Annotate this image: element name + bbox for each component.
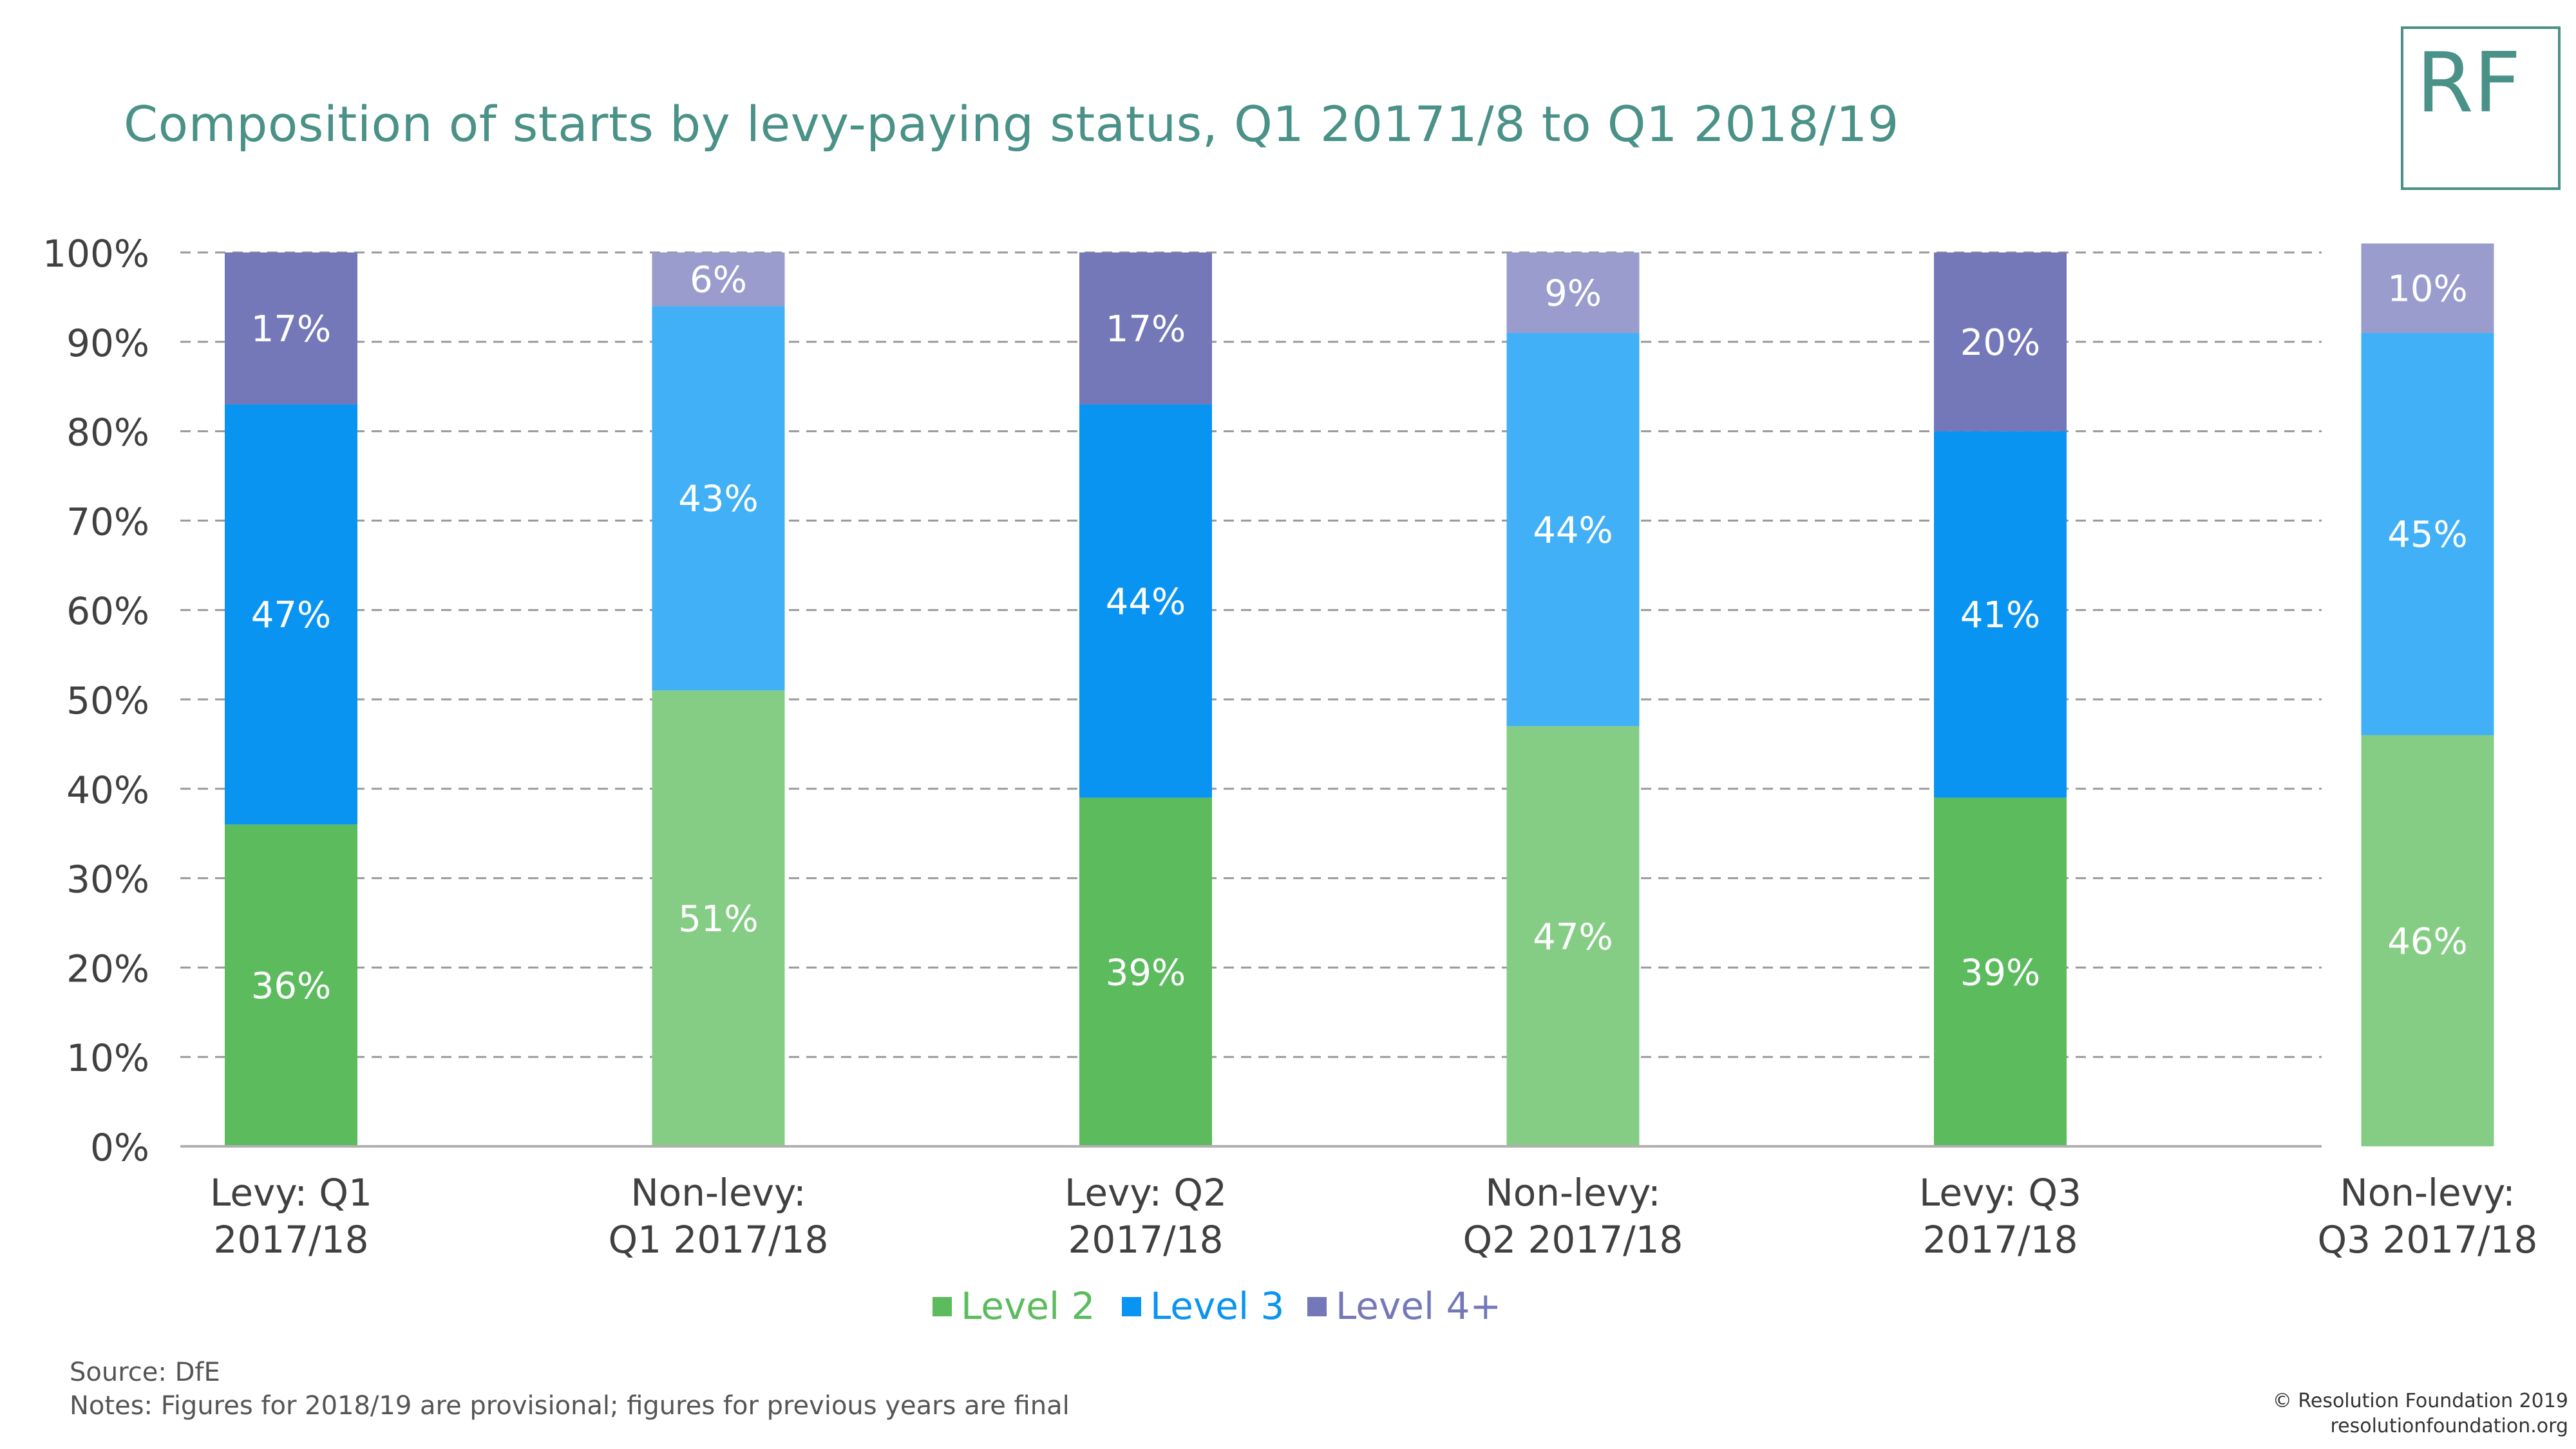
legend-label: Level 4+ xyxy=(1336,1284,1501,1328)
y-tick-label: 80% xyxy=(66,411,149,455)
y-tick-label: 60% xyxy=(66,589,149,633)
bar-segment xyxy=(1506,726,1640,1146)
bar-segment xyxy=(1079,797,1212,1146)
x-tick-label: 2017/18 xyxy=(1068,1218,1224,1262)
x-tick-label: Levy: Q2 xyxy=(1065,1171,1227,1215)
data-label: 51% xyxy=(678,898,758,940)
bar-segment xyxy=(652,306,785,691)
bar-segment xyxy=(2361,243,2494,333)
data-label: 44% xyxy=(1106,581,1186,623)
y-tick-label: 10% xyxy=(66,1036,149,1080)
x-tick-label: Non-levy: xyxy=(1485,1171,1660,1215)
rf-logo: RF xyxy=(2401,26,2561,190)
x-tick-label: Q1 2017/18 xyxy=(609,1218,829,1262)
chart-title: Composition of starts by levy-paying sta… xyxy=(124,95,1899,153)
x-tick-label: Q3 2017/18 xyxy=(2318,1218,2538,1262)
x-tick-label: Levy: Q1 xyxy=(210,1171,372,1215)
y-tick-label: 90% xyxy=(66,321,149,365)
bar-segment xyxy=(1934,797,2067,1146)
y-tick-label: 0% xyxy=(90,1126,149,1170)
data-label: 17% xyxy=(1106,308,1186,350)
bar-segment xyxy=(225,404,357,825)
data-label: 41% xyxy=(1960,594,2040,636)
bar-segment xyxy=(652,252,785,307)
data-label: 39% xyxy=(1960,952,2040,994)
bar-segment xyxy=(1506,252,1640,333)
bar-segment xyxy=(1079,404,1212,798)
data-label: 45% xyxy=(2387,514,2467,556)
data-label: 9% xyxy=(1544,272,1602,314)
data-label: 6% xyxy=(690,260,747,301)
x-tick-label: 2017/18 xyxy=(1923,1218,2078,1262)
data-label: 47% xyxy=(251,594,331,636)
y-tick-label: 20% xyxy=(66,947,149,990)
data-label: 10% xyxy=(2387,269,2467,310)
x-tick-label: 2017/18 xyxy=(214,1218,369,1262)
y-tick-label: 40% xyxy=(66,768,149,812)
x-tick-label: Non-levy: xyxy=(2340,1171,2515,1215)
data-label: 36% xyxy=(251,965,331,1007)
legend-swatch xyxy=(1307,1297,1327,1316)
y-tick-label: 50% xyxy=(66,679,149,723)
bar-segment xyxy=(2361,332,2494,735)
legend-swatch xyxy=(933,1297,952,1316)
data-label: 47% xyxy=(1533,916,1613,958)
legend-label: Level 2 xyxy=(961,1284,1095,1328)
notes-text: Notes: Figures for 2018/19 are provision… xyxy=(70,1391,1070,1421)
x-tick-label: Q2 2017/18 xyxy=(1463,1218,1683,1262)
data-label: 44% xyxy=(1533,509,1613,551)
data-label: 20% xyxy=(1960,322,2040,364)
copyright-text: © Resolution Foundation 2019 xyxy=(2272,1390,2568,1412)
bar-segment xyxy=(1934,252,2067,431)
x-tick-label: Levy: Q3 xyxy=(1919,1171,2081,1215)
legend-label: Level 3 xyxy=(1150,1284,1284,1328)
bar-segment xyxy=(1506,332,1640,726)
y-tick-label: 30% xyxy=(66,858,149,902)
x-tick-label: Non-levy: xyxy=(630,1171,806,1215)
source-note: Source: DfE xyxy=(70,1358,220,1387)
website-text: resolutionfoundation.org xyxy=(2330,1415,2568,1437)
bar-segment xyxy=(1079,252,1212,404)
rf-logo-text: RF xyxy=(2416,35,2521,131)
bar-segment xyxy=(652,690,785,1146)
data-label: 46% xyxy=(2387,921,2467,963)
data-label: 17% xyxy=(251,308,331,350)
bar-segment xyxy=(2361,735,2494,1146)
bar-segment xyxy=(225,252,357,404)
data-label: 39% xyxy=(1106,952,1186,994)
y-tick-label: 100% xyxy=(43,232,149,276)
y-tick-label: 70% xyxy=(66,500,149,544)
data-label: 43% xyxy=(678,478,758,520)
legend-swatch xyxy=(1122,1297,1141,1316)
bar-segment xyxy=(225,824,357,1146)
bar-segment xyxy=(1934,431,2067,798)
